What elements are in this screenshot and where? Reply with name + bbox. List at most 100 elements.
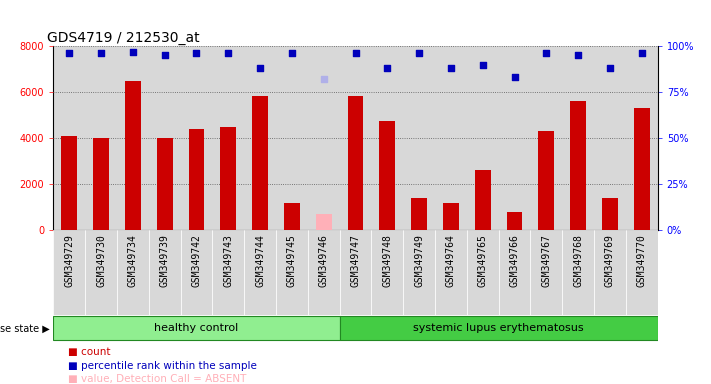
Text: GSM349747: GSM349747 [351, 235, 360, 288]
Bar [371, 46, 403, 230]
Bar [308, 46, 340, 230]
Bar [316, 214, 331, 230]
Bar [53, 46, 85, 230]
Point [63, 50, 75, 56]
Point [318, 76, 329, 82]
Bar [117, 46, 149, 230]
Text: GSM349770: GSM349770 [637, 235, 647, 288]
Bar [188, 129, 205, 230]
Bar [244, 46, 276, 230]
Point [604, 65, 616, 71]
Bar [443, 203, 459, 230]
Bar [156, 138, 173, 230]
Bar [181, 230, 213, 315]
Point [445, 65, 456, 71]
Bar [53, 230, 85, 315]
Bar [308, 230, 340, 315]
Bar [538, 131, 555, 230]
Bar [149, 46, 181, 230]
Bar [626, 46, 658, 230]
Text: GSM349739: GSM349739 [160, 235, 170, 288]
Point [159, 52, 171, 58]
Bar [125, 81, 141, 230]
Point [191, 50, 202, 56]
Text: ■ percentile rank within the sample: ■ percentile rank within the sample [68, 361, 257, 371]
Text: GSM349746: GSM349746 [319, 235, 328, 288]
Point [636, 50, 648, 56]
Text: GSM349744: GSM349744 [255, 235, 265, 288]
Text: disease state ▶: disease state ▶ [0, 323, 50, 333]
Bar [467, 230, 498, 315]
Text: GSM349767: GSM349767 [541, 235, 551, 288]
Bar [594, 46, 626, 230]
Bar [562, 46, 594, 230]
Bar [149, 230, 181, 315]
Bar [594, 230, 626, 315]
Text: ■ count: ■ count [68, 347, 110, 358]
Bar [403, 46, 435, 230]
Text: GSM349729: GSM349729 [64, 235, 74, 288]
Text: GSM349730: GSM349730 [96, 235, 106, 288]
Bar [530, 230, 562, 315]
Bar [181, 46, 213, 230]
Text: GSM349769: GSM349769 [605, 235, 615, 288]
Bar [380, 121, 395, 230]
Bar [467, 46, 498, 230]
Bar [85, 46, 117, 230]
Point [223, 50, 234, 56]
Bar [252, 96, 268, 230]
Bar [213, 230, 244, 315]
Point [382, 65, 393, 71]
Bar [276, 46, 308, 230]
Text: systemic lupus erythematosus: systemic lupus erythematosus [413, 323, 584, 333]
Point [127, 48, 139, 55]
Bar [602, 198, 618, 230]
Bar [562, 230, 594, 315]
Point [255, 65, 266, 71]
Bar [117, 230, 149, 315]
Text: healthy control: healthy control [154, 323, 239, 333]
Bar [371, 230, 403, 315]
Bar [435, 46, 467, 230]
Point [287, 50, 298, 56]
Bar [348, 96, 363, 230]
Point [572, 52, 584, 58]
Bar [61, 136, 77, 230]
Text: GSM349742: GSM349742 [191, 235, 201, 288]
Bar [340, 46, 371, 230]
Point [95, 50, 107, 56]
Text: GSM349749: GSM349749 [414, 235, 424, 288]
Bar [475, 170, 491, 230]
Text: GSM349745: GSM349745 [287, 235, 297, 288]
Text: GSM349743: GSM349743 [223, 235, 233, 288]
Bar [284, 203, 300, 230]
Bar [530, 46, 562, 230]
Bar [506, 212, 523, 230]
Bar [53, 316, 340, 340]
Text: ■ value, Detection Call = ABSENT: ■ value, Detection Call = ABSENT [68, 374, 246, 384]
Bar [244, 230, 276, 315]
Point [540, 50, 552, 56]
Bar [570, 101, 586, 230]
Text: GSM349766: GSM349766 [510, 235, 520, 288]
Bar [85, 230, 117, 315]
Bar [276, 230, 308, 315]
Point [350, 50, 361, 56]
Text: GDS4719 / 212530_at: GDS4719 / 212530_at [47, 31, 200, 45]
Point [477, 61, 488, 68]
Bar [435, 230, 467, 315]
Bar [498, 46, 530, 230]
Text: GSM349765: GSM349765 [478, 235, 488, 288]
Text: GSM349768: GSM349768 [573, 235, 583, 288]
Bar [411, 198, 427, 230]
Text: GSM349748: GSM349748 [383, 235, 392, 288]
Bar [498, 230, 530, 315]
Bar [634, 108, 650, 230]
Text: GSM349764: GSM349764 [446, 235, 456, 288]
Point [413, 50, 424, 56]
Bar [340, 316, 658, 340]
Point [509, 74, 520, 81]
Bar [403, 230, 435, 315]
Bar [213, 46, 244, 230]
Bar [220, 127, 236, 230]
